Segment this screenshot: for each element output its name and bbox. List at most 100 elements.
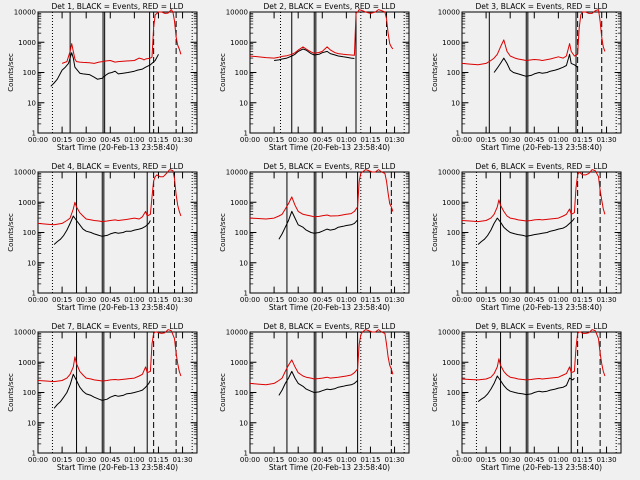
x-axis-label: Start Time (20-Feb-13 23:58:40)	[481, 463, 602, 472]
y-tick-label: 10	[451, 99, 460, 107]
x-tick-label: 01:00	[336, 456, 356, 464]
x-tick-label: 01:30	[172, 456, 192, 464]
y-axis-label: Counts/sec	[7, 53, 15, 92]
panel-det-8: 1 10 100 1000 10000 00:00 00:15 00:30 00:45 01:00…	[219, 322, 410, 472]
y-tick-label: 1	[456, 130, 460, 138]
x-tick-label: 00:15	[264, 456, 284, 464]
x-tick-label: 00:00	[452, 296, 472, 304]
series-line-lld	[249, 169, 394, 220]
panel-det-2: 1 10 100 1000 10000 00:00 00:15 00:30 00:45 01:00…	[219, 2, 410, 152]
y-tick-label: 100	[23, 69, 36, 77]
x-tick-label: 01:30	[596, 136, 616, 144]
panel-title: Det 9, BLACK = Events, RED = LLD	[475, 322, 607, 331]
y-tick-label: 1000	[442, 359, 460, 367]
y-tick-label: 1	[32, 290, 36, 298]
x-tick-label: 00:15	[52, 136, 72, 144]
panel-title: Det 1, BLACK = Events, RED = LLD	[51, 2, 183, 11]
y-tick-label: 10	[27, 419, 36, 427]
x-tick-label: 01:15	[360, 296, 380, 304]
plot-frame	[461, 11, 622, 134]
series-line-lld	[61, 9, 182, 64]
panel-title: Det 3, BLACK = Events, RED = LLD	[475, 2, 607, 11]
panel-det-1: 1 10 100 1000 10000 00:00 00:15 00:30 00:45 01:00…	[7, 2, 198, 152]
x-tick-label: 00:15	[52, 296, 72, 304]
x-tick-label: 00:45	[524, 456, 544, 464]
y-axis-label: Counts/sec	[431, 373, 439, 412]
y-tick-label: 1	[32, 130, 36, 138]
x-tick-label: 00:00	[240, 296, 260, 304]
x-tick-label: 00:00	[452, 456, 472, 464]
panel-det-9: 1 10 100 1000 10000 00:00 00:15 00:30 00:45 01:00…	[431, 322, 622, 472]
x-axis-label: Start Time (20-Feb-13 23:58:40)	[269, 143, 390, 152]
series-line-lld	[249, 9, 394, 59]
x-axis-label: Start Time (20-Feb-13 23:58:40)	[481, 303, 602, 312]
panel-title: Det 5, BLACK = Events, RED = LLD	[263, 162, 395, 171]
x-tick-label: 01:00	[548, 136, 568, 144]
y-tick-label: 10000	[226, 169, 248, 177]
y-axis-label: Counts/sec	[219, 53, 227, 92]
y-tick-label: 1000	[18, 39, 36, 47]
y-tick-label: 10	[239, 419, 248, 427]
panel-det-7: 1 10 100 1000 10000 00:00 00:15 00:30 00:45 01:00…	[7, 322, 198, 472]
panel-title: Det 8, BLACK = Events, RED = LLD	[263, 322, 395, 331]
x-tick-label: 01:00	[124, 296, 144, 304]
x-tick-label: 00:00	[452, 136, 472, 144]
x-tick-label: 00:30	[76, 136, 96, 144]
panel-title: Det 7, BLACK = Events, RED = LLD	[51, 322, 183, 331]
y-tick-label: 100	[447, 389, 460, 397]
x-tick-label: 01:15	[572, 456, 592, 464]
y-tick-label: 10000	[14, 9, 36, 17]
y-tick-label: 1	[244, 130, 248, 138]
x-tick-label: 01:30	[596, 296, 616, 304]
x-tick-label: 00:30	[500, 136, 520, 144]
x-tick-label: 00:15	[476, 456, 496, 464]
x-tick-label: 01:15	[148, 456, 168, 464]
x-tick-label: 01:15	[360, 456, 380, 464]
x-tick-label: 00:30	[500, 456, 520, 464]
x-tick-label: 01:00	[124, 456, 144, 464]
y-axis-label: Counts/sec	[219, 373, 227, 412]
plot-frame	[249, 331, 410, 454]
y-tick-label: 1000	[230, 39, 248, 47]
x-tick-label: 00:00	[28, 456, 48, 464]
y-tick-label: 1000	[18, 359, 36, 367]
y-tick-label: 10000	[14, 169, 36, 177]
x-tick-label: 00:45	[100, 456, 120, 464]
x-axis-label: Start Time (20-Feb-13 23:58:40)	[57, 463, 178, 472]
y-tick-label: 10	[239, 259, 248, 267]
y-tick-label: 1	[244, 450, 248, 458]
y-tick-label: 1000	[230, 359, 248, 367]
series-line-events	[477, 217, 575, 245]
x-tick-label: 00:00	[240, 456, 260, 464]
x-tick-label: 00:30	[288, 136, 308, 144]
y-axis-label: Counts/sec	[431, 213, 439, 252]
x-tick-label: 01:15	[572, 136, 592, 144]
x-tick-label: 01:00	[336, 296, 356, 304]
plot-frame	[461, 171, 622, 294]
y-tick-label: 100	[235, 389, 248, 397]
panel-det-4: 1 10 100 1000 10000 00:00 00:15 00:30 00:45 01:00…	[7, 162, 198, 312]
series-line-lld	[461, 169, 606, 223]
series-line-lld	[37, 169, 182, 226]
x-tick-label: 00:45	[312, 296, 332, 304]
series-line-lld	[461, 9, 606, 66]
x-tick-label: 00:15	[264, 136, 284, 144]
series-line-events	[274, 48, 355, 61]
series-line-events	[493, 53, 578, 77]
x-tick-label: 00:30	[76, 456, 96, 464]
y-tick-label: 100	[235, 229, 248, 237]
y-tick-label: 1000	[18, 199, 36, 207]
y-tick-label: 10000	[438, 169, 460, 177]
panel-det-6: 1 10 100 1000 10000 00:00 00:15 00:30 00:45 01:00…	[431, 162, 622, 312]
series-line-events	[278, 210, 358, 240]
x-tick-label: 00:45	[524, 296, 544, 304]
y-tick-label: 1	[32, 450, 36, 458]
y-tick-label: 10000	[14, 329, 36, 337]
panel-title: Det 6, BLACK = Events, RED = LLD	[475, 162, 607, 171]
series-line-events	[53, 215, 151, 245]
x-tick-label: 00:15	[476, 296, 496, 304]
y-axis-label: Counts/sec	[431, 53, 439, 92]
x-tick-label: 00:00	[240, 136, 260, 144]
panel-det-5: 1 10 100 1000 10000 00:00 00:15 00:30 00:45 01:00…	[219, 162, 410, 312]
